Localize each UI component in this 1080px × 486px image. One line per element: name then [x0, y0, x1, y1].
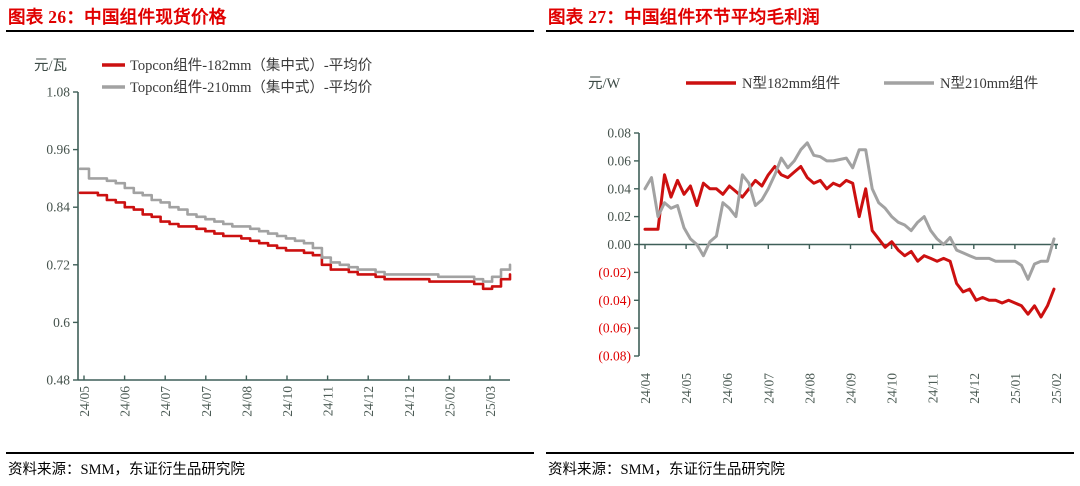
series-line-1 [643, 141, 1056, 281]
legend-label: N型210mm组件 [940, 75, 1038, 92]
series-line-0 [643, 165, 1056, 319]
figure-26-source: 资料来源：SMM，东证衍生品研究院 [6, 452, 534, 486]
y-tick-label: 0.04 [607, 181, 631, 196]
x-tick-label: 24/11 [926, 373, 941, 403]
figure-27-panel: 图表 27：中国组件环节平均毛利润 元/W N型182mm组件 N型210mm组件 0… [540, 0, 1080, 486]
x-tick-label: 25/01 [1008, 373, 1023, 404]
x-tick-label: 24/04 [638, 373, 653, 404]
legend-label: N型182mm组件 [742, 75, 840, 92]
y-tick-label: (0.04) [598, 293, 631, 308]
y-tick-label: 1.08 [46, 85, 70, 100]
x-tick-label: 24/10 [885, 373, 900, 404]
figure-26-panel: 图表 26：中国组件现货价格 元/瓦 Topcon组件-182mm（集中式）-平均… [6, 0, 534, 486]
x-tick-label: 24/11 [321, 386, 336, 416]
y-tick-label: 0.48 [46, 373, 70, 388]
x-tick-label: 24/07 [158, 386, 173, 417]
y-tick-label: 0.72 [46, 257, 70, 272]
y-axis-unit-label: 元/W [588, 76, 621, 92]
chart-canvas: 元/W N型182mm组件 N型210mm组件 0.08 0.06 0.04 0.02 0.0… [588, 75, 1064, 404]
y-tick-label: (0.02) [598, 265, 631, 280]
x-tick-label: 24/08 [802, 373, 817, 404]
source-text: 资料来源：SMM，东证衍生品研究院 [8, 462, 245, 478]
source-text: 资料来源：SMM，东证衍生品研究院 [548, 462, 785, 478]
x-tick-label: 25/03 [483, 386, 498, 417]
y-tick-label: 0.6 [53, 315, 70, 330]
x-tick-label: 24/10 [280, 386, 295, 417]
x-tick-label: 24/05 [679, 373, 694, 404]
figure-27-source: 资料来源：SMM，东证衍生品研究院 [546, 452, 1074, 486]
x-tick-label: 24/07 [761, 373, 776, 404]
x-tick-label: 24/05 [77, 386, 92, 417]
figure-27-title: 图表 27：中国组件环节平均毛利润 [546, 0, 1074, 32]
y-tick-label: 0.08 [607, 126, 631, 141]
y-tick-label: 0.02 [607, 209, 631, 224]
x-tick-label: 25/02 [442, 386, 457, 417]
figure-26-title: 图表 26：中国组件现货价格 [6, 0, 534, 32]
y-axis-unit-label: 元/瓦 [34, 58, 67, 74]
chart-canvas: 元/瓦 Topcon组件-182mm（集中式）-平均价 Topcon组件-210mm… [34, 57, 512, 417]
x-tick-label: 25/02 [1049, 373, 1064, 404]
x-tick-label: 24/12 [402, 386, 417, 417]
y-tick-label: (0.06) [598, 321, 631, 336]
x-tick-label: 24/06 [118, 386, 133, 417]
x-tick-label: 24/06 [720, 373, 735, 404]
y-tick-label: 0.00 [607, 237, 631, 252]
x-tick-label: 24/08 [239, 386, 254, 417]
figure-26-chart: 元/瓦 Topcon组件-182mm（集中式）-平均价 Topcon组件-210mm… [6, 32, 534, 452]
y-tick-label: (0.08) [598, 349, 631, 364]
legend-label: Topcon组件-210mm（集中式）-平均价 [130, 79, 373, 96]
x-tick-label: 24/09 [844, 373, 859, 404]
x-tick-label: 24/12 [361, 386, 376, 417]
figure-27-chart: 元/W N型182mm组件 N型210mm组件 0.08 0.06 0.04 0.02 0.0… [546, 32, 1074, 452]
x-tick-label: 24/12 [967, 373, 982, 404]
legend-label: Topcon组件-182mm（集中式）-平均价 [130, 57, 373, 74]
y-tick-label: 0.06 [607, 153, 631, 168]
series-line-1 [78, 167, 512, 283]
y-tick-label: 0.96 [46, 142, 70, 157]
x-tick-label: 24/07 [199, 386, 214, 417]
y-tick-label: 0.84 [46, 200, 70, 215]
series-line-0 [78, 191, 512, 291]
